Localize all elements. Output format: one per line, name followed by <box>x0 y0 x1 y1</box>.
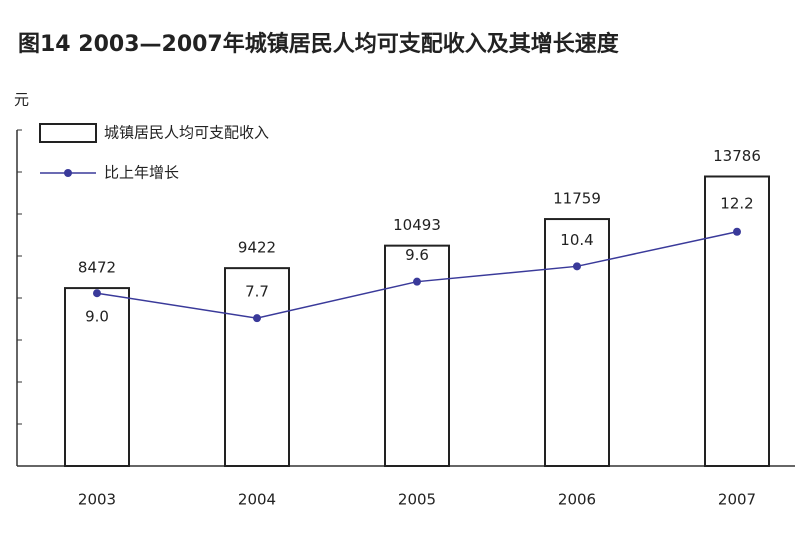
line-value-label: 9.0 <box>85 308 109 326</box>
bar-value-label: 8472 <box>78 259 116 277</box>
bar-value-label: 13786 <box>713 147 761 165</box>
legend-swatch <box>39 123 97 143</box>
bar-value-label: 11759 <box>553 190 601 208</box>
bar-value-label: 10493 <box>393 216 441 234</box>
line-point <box>733 227 741 236</box>
line-value-label: 12.2 <box>720 194 753 212</box>
x-tick-label: 2006 <box>558 491 596 509</box>
line-point <box>93 289 101 298</box>
legend-swatch-point <box>64 169 72 177</box>
bar <box>64 287 130 468</box>
line-point <box>253 314 261 323</box>
bar <box>224 267 290 467</box>
x-tick-label: 2007 <box>718 491 756 509</box>
x-tick-label: 2003 <box>78 491 116 509</box>
legend-label: 城镇居民人均可支配收入 <box>104 124 269 142</box>
line-point <box>573 262 581 271</box>
x-tick-label: 2005 <box>398 491 436 509</box>
bar <box>544 218 610 467</box>
bar-value-label: 9422 <box>238 239 276 257</box>
line-point <box>413 277 421 286</box>
chart-title: 图14 2003—2007年城镇居民人均可支配收入及其增长速度 <box>18 31 620 57</box>
line-value-label: 10.4 <box>560 231 593 249</box>
line-value-label: 7.7 <box>245 283 269 301</box>
line-value-label: 9.6 <box>405 246 429 264</box>
y-axis-label: 元 <box>14 91 29 109</box>
legend-label: 比上年增长 <box>104 164 179 182</box>
x-tick-label: 2004 <box>238 491 276 509</box>
bar <box>704 175 770 468</box>
